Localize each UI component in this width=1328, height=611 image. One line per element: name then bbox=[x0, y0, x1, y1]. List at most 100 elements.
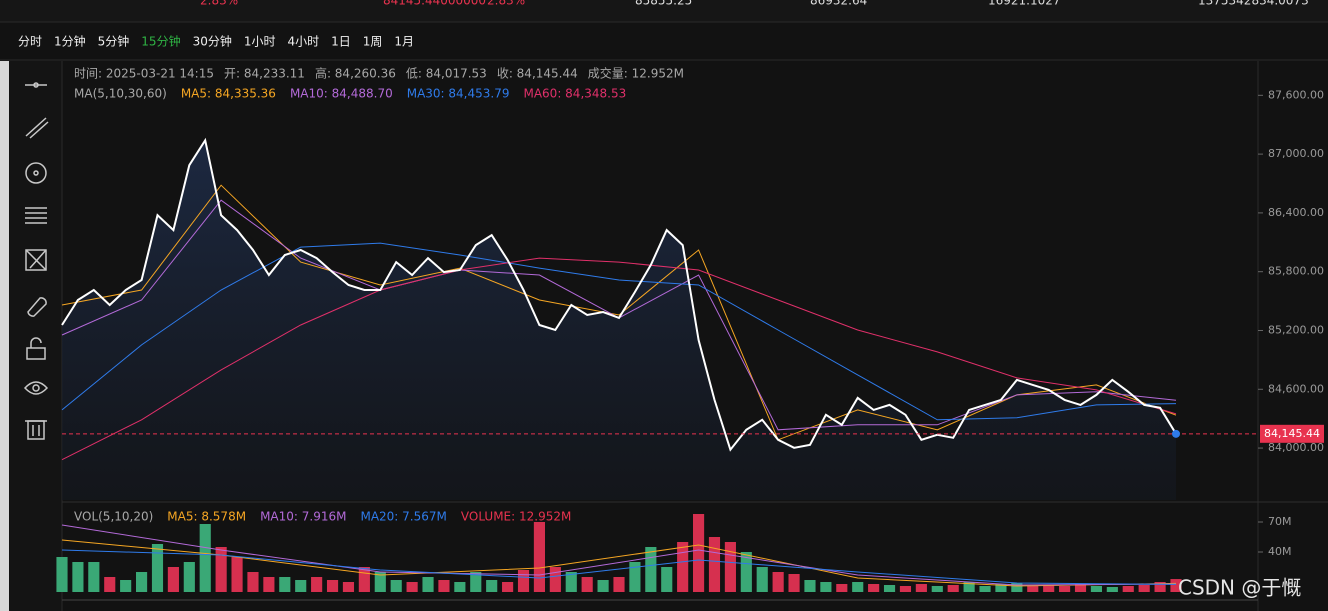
volume-bar bbox=[740, 552, 752, 592]
tool-pattern[interactable] bbox=[25, 249, 47, 271]
interval-tab[interactable]: 1分钟 bbox=[54, 34, 86, 49]
volume-bar bbox=[565, 572, 577, 592]
volume-bar bbox=[120, 580, 132, 592]
volume-bar bbox=[947, 585, 959, 592]
volume-bar bbox=[772, 572, 784, 592]
tool-trash[interactable] bbox=[25, 420, 47, 440]
volume-bar bbox=[167, 567, 179, 592]
price-line bbox=[61, 137, 1177, 452]
volume-bar bbox=[677, 542, 689, 592]
tool-circle[interactable] bbox=[25, 162, 47, 184]
volume-bar bbox=[533, 522, 545, 592]
y-tick-label: 87,000.00 bbox=[1268, 147, 1324, 160]
ma-line bbox=[61, 242, 1177, 421]
tools bbox=[23, 82, 49, 440]
y-tick-label: 86,400.00 bbox=[1268, 206, 1324, 219]
volume-bar bbox=[724, 542, 736, 592]
tool-hline[interactable] bbox=[25, 82, 47, 88]
ma-line bbox=[61, 257, 1177, 461]
volume-bar bbox=[645, 547, 657, 592]
volume-bar bbox=[1090, 586, 1102, 592]
volume-bar bbox=[247, 572, 259, 592]
volume-bar bbox=[1170, 579, 1182, 592]
info-text: 高: 84,260.36 bbox=[315, 66, 396, 81]
interval-tab[interactable]: 5分钟 bbox=[98, 34, 130, 49]
volume-bar bbox=[1043, 585, 1055, 592]
legend-entry: MA20: 7.567M bbox=[360, 510, 446, 524]
tool-panel bbox=[10, 61, 62, 611]
ticker-value: 85855.25 bbox=[635, 0, 692, 8]
interval-tab[interactable]: 分时 bbox=[18, 35, 42, 49]
interval-tab[interactable]: 1月 bbox=[394, 35, 414, 49]
volume-bar bbox=[295, 580, 307, 592]
current-dot bbox=[1172, 429, 1180, 438]
tool-fib[interactable] bbox=[25, 207, 47, 224]
interval-tab[interactable]: 30分钟 bbox=[193, 34, 232, 49]
volume-bar bbox=[438, 580, 450, 592]
volume-bar bbox=[629, 562, 641, 592]
volume-bar bbox=[597, 580, 609, 592]
ticker-value: 1375342834.0073 bbox=[1198, 0, 1309, 8]
volume-bar bbox=[1074, 584, 1087, 592]
ticker-value: 16921.1027 bbox=[988, 0, 1061, 8]
tool-trend[interactable] bbox=[25, 117, 49, 139]
volume-bar bbox=[183, 562, 195, 592]
tool-lock[interactable] bbox=[26, 337, 46, 360]
volume-bar bbox=[199, 524, 211, 592]
vol-ma-line bbox=[61, 549, 1177, 585]
ma-line bbox=[61, 184, 1177, 441]
legend-entry: MA5: 8.578M bbox=[167, 510, 246, 524]
legend-entry: MA30: 84,453.79 bbox=[407, 87, 510, 101]
watermark: CSDN @于慨 bbox=[1178, 576, 1301, 600]
info-text: 低: 84,017.53 bbox=[406, 67, 487, 81]
volume-bar bbox=[1011, 583, 1023, 592]
volume-bar bbox=[899, 586, 912, 592]
legend-entry: MA10: 84,488.70 bbox=[290, 87, 393, 101]
ticker-value: 2.83% bbox=[200, 0, 238, 8]
volume-bar bbox=[995, 584, 1007, 592]
volume-bar bbox=[136, 572, 148, 592]
volume-bar bbox=[358, 567, 370, 592]
volume-bar bbox=[549, 567, 561, 592]
volume-bar bbox=[883, 585, 896, 592]
volume-bar bbox=[311, 577, 323, 592]
volume-bar bbox=[517, 570, 530, 592]
interval-tab[interactable]: 15分钟 bbox=[141, 34, 180, 49]
tool-magnet[interactable] bbox=[27, 297, 47, 317]
interval-tab[interactable]: 1日 bbox=[331, 35, 351, 49]
volume-bar bbox=[661, 567, 673, 592]
volume-bar bbox=[868, 584, 880, 592]
interval-tab[interactable]: 4小时 bbox=[288, 35, 320, 49]
volume-bar bbox=[1106, 587, 1118, 592]
info-text: 成交量: 12.952M bbox=[588, 66, 684, 81]
interval-tab[interactable]: 1小时 bbox=[244, 35, 276, 49]
y-tick-label: 85,200.00 bbox=[1268, 323, 1324, 336]
volume-bar bbox=[756, 567, 768, 592]
current-price-box bbox=[1260, 424, 1324, 443]
volume-bar bbox=[963, 582, 975, 592]
volume-bar bbox=[342, 582, 355, 592]
legend-title: MA(5,10,30,60) bbox=[74, 87, 167, 101]
volume-bar bbox=[406, 582, 418, 592]
volume-bar bbox=[979, 586, 991, 592]
volume-bar bbox=[215, 547, 227, 592]
volume-bar bbox=[788, 574, 800, 592]
interval-tab[interactable]: 1周 bbox=[363, 35, 383, 49]
volume-bar bbox=[104, 577, 116, 592]
top-strip bbox=[0, 0, 1328, 22]
volume-bar bbox=[708, 537, 721, 592]
ticker-value: 86932.64 bbox=[810, 0, 867, 8]
volume-bar bbox=[390, 580, 402, 592]
volume-bar bbox=[279, 577, 291, 592]
volume-bar bbox=[1122, 586, 1134, 592]
volume-bar bbox=[1059, 586, 1071, 592]
y-tick-label: 70M bbox=[1268, 515, 1292, 528]
volume-bar bbox=[581, 577, 593, 592]
legend-entry: MA10: 7.916M bbox=[260, 510, 346, 524]
volume-bar bbox=[263, 577, 275, 592]
volume-bar bbox=[820, 582, 832, 592]
volume-bar bbox=[72, 562, 84, 592]
volume-bar bbox=[454, 582, 466, 592]
tool-eye[interactable] bbox=[23, 381, 49, 395]
